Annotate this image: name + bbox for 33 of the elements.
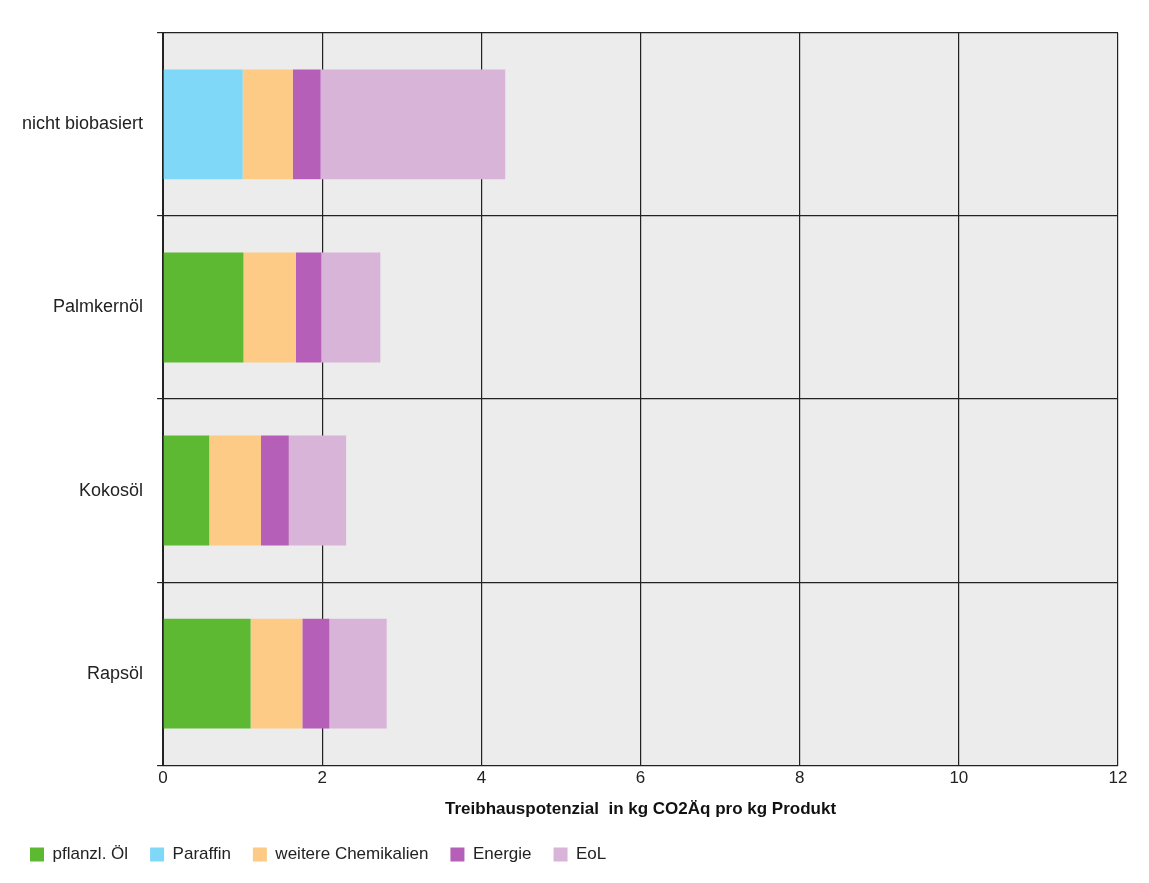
legend-label: EoL (576, 844, 607, 864)
bar (242, 69, 293, 180)
bar (321, 252, 381, 363)
bar (163, 618, 251, 729)
bar (163, 435, 210, 546)
x-tick-label: 10 (949, 768, 969, 788)
x-tick-label: 0 (158, 768, 168, 788)
y-tick-label: Palmkernöl (53, 296, 144, 317)
x-axis-title: Treibhauspotenzial in kg CO2Äq pro kg Produkt (445, 799, 837, 819)
bar (320, 69, 506, 180)
x-tick-label: 2 (317, 768, 327, 788)
x-tick-label: 6 (635, 768, 646, 788)
bar (260, 435, 289, 546)
x-tick-label: 12 (1108, 768, 1128, 788)
bar (243, 252, 296, 363)
bar (250, 618, 303, 729)
bar (302, 618, 330, 729)
legend-label: pflanzl. Öl (52, 844, 129, 864)
bar (295, 252, 322, 363)
x-tick-label: 4 (476, 768, 487, 788)
y-tick-label: Kokosöl (79, 479, 144, 500)
y-tick-label: Rapsöl (87, 662, 144, 683)
bar (163, 252, 244, 363)
bar (329, 618, 387, 729)
x-tick-label: 8 (794, 768, 805, 788)
bar (292, 69, 321, 180)
legend-label: weitere Chemikalien (274, 844, 429, 864)
legend-label: Paraffin (172, 844, 231, 864)
legend-label: Energie (472, 844, 532, 864)
y-tick-label: nicht biobasiert (21, 113, 144, 134)
bar (209, 435, 261, 546)
bar (163, 69, 243, 180)
bar (288, 435, 347, 546)
